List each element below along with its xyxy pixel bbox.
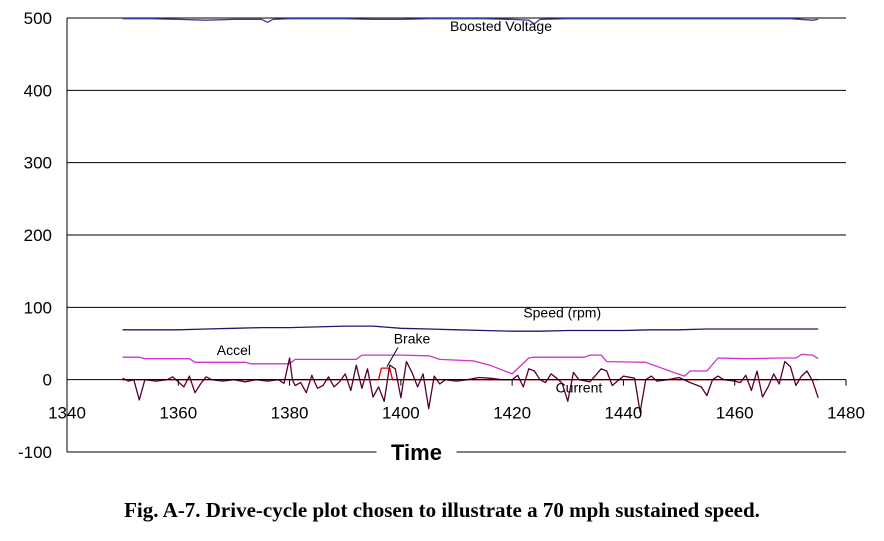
tick-labels: -100 0 100 200 300 400 500 1340 1360 1380 1400 1420… xyxy=(18,9,865,462)
annotation-boosted-voltage: Boosted Voltage xyxy=(450,18,552,34)
x-axis-label-background xyxy=(376,438,457,466)
y-tick-label: 300 xyxy=(24,154,52,173)
annotation-speed-rpm: Speed (rpm) xyxy=(523,304,601,320)
x-tick-label: 1440 xyxy=(605,404,643,423)
series-labels: Boosted Voltage Speed (rpm) Accel Brake Curr… xyxy=(217,18,603,396)
y-tick-label: 200 xyxy=(24,226,52,245)
x-tick-label: 1460 xyxy=(716,404,754,423)
series-boosted-voltage-line xyxy=(122,18,819,25)
annotation-accel: Accel xyxy=(217,342,251,358)
y-tick-label: 500 xyxy=(24,9,52,28)
y-tick-label: -100 xyxy=(18,443,52,462)
figure-caption: Fig. A-7. Drive-cycle plot chosen to ill… xyxy=(124,498,760,522)
x-tick-label: 1400 xyxy=(382,404,420,423)
series-accel-line xyxy=(122,353,819,377)
annotation-current: Current xyxy=(556,380,603,396)
series-brake-line xyxy=(122,367,819,381)
brake-pointer-line xyxy=(386,347,399,367)
annotation-brake: Brake xyxy=(394,331,431,347)
y-tick-label: 400 xyxy=(24,81,52,100)
y-tick-label: 100 xyxy=(24,298,52,317)
drive-cycle-chart: -100 0 100 200 300 400 500 1340 1360 1380 1400 1420… xyxy=(18,9,865,466)
x-tick-label: 1480 xyxy=(827,404,865,423)
series-speed-rpm-line xyxy=(122,325,819,332)
x-tick-label: 1360 xyxy=(159,404,197,423)
x-tick-label: 1380 xyxy=(271,404,309,423)
gridlines xyxy=(67,17,846,308)
x-axis-label: Time xyxy=(391,440,442,465)
x-tick-label: 1420 xyxy=(493,404,531,423)
x-tick-label: 1340 xyxy=(48,404,86,423)
series-current-line xyxy=(122,357,819,413)
y-tick-label: 0 xyxy=(43,371,52,390)
